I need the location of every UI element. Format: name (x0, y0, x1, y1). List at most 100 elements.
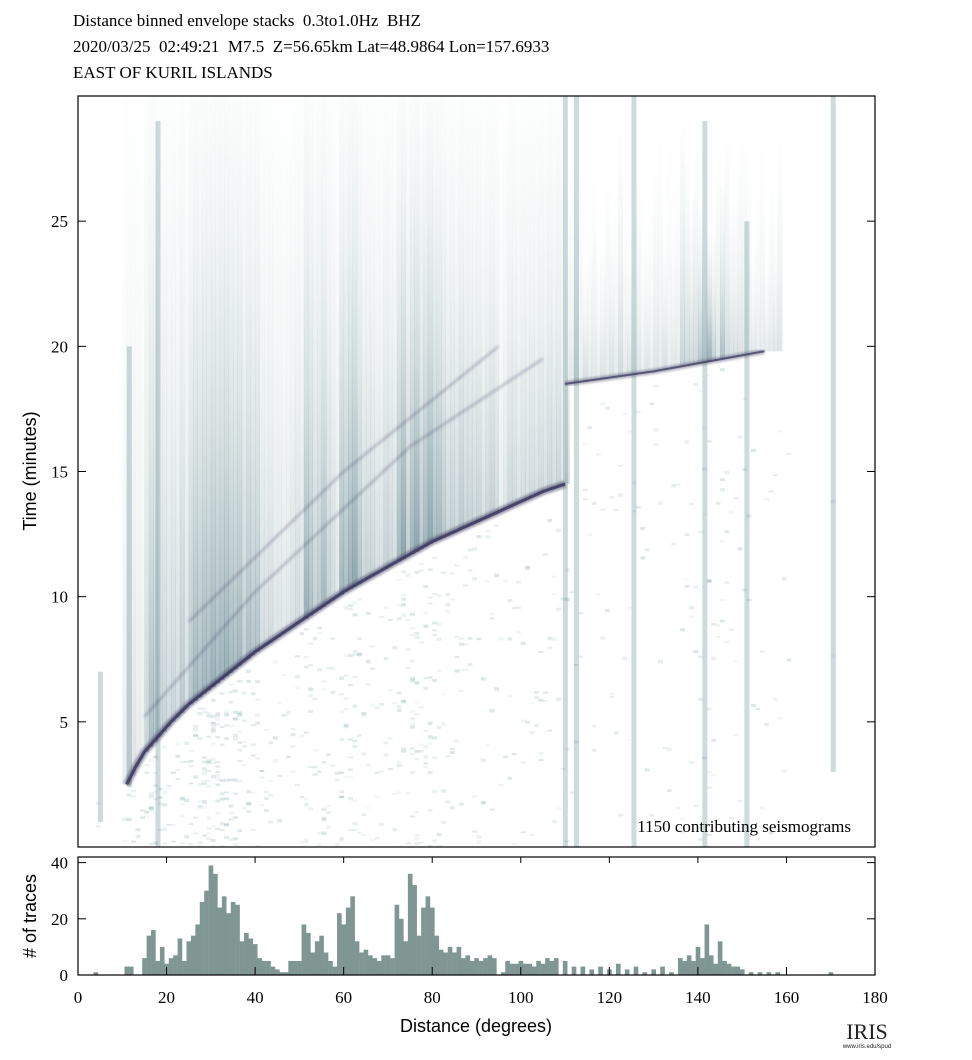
histogram-bar (266, 960, 271, 975)
histogram-bar (726, 963, 732, 975)
histogram-bar (376, 960, 382, 975)
histogram-bar (306, 932, 311, 975)
histogram-bar (235, 904, 240, 975)
histogram-bar (766, 972, 772, 975)
histogram-bar (669, 972, 674, 975)
histogram-bar (394, 904, 400, 975)
histogram-bar (651, 969, 657, 975)
histogram-y-tick-label: 20 (51, 910, 68, 929)
histogram-bar (412, 885, 417, 975)
histogram-x-tick-label: 180 (862, 988, 888, 1007)
histogram-bar (93, 972, 99, 975)
histogram-bar (748, 972, 754, 975)
histogram-bar (452, 952, 457, 975)
histogram-bar (190, 935, 196, 975)
seismogram-count-note: 1150 contributing seismograms (637, 817, 851, 836)
histogram-bar (275, 969, 280, 975)
histogram-bar (323, 952, 329, 975)
histogram-bar (142, 958, 147, 975)
iris-logo: IRIS www.iris.edu/spud (842, 1019, 891, 1050)
histogram-bar (292, 960, 298, 975)
histogram-bar (381, 955, 386, 975)
histogram-frame (77, 856, 876, 976)
histogram-bar (722, 960, 727, 975)
histogram-bar (549, 960, 555, 975)
histogram-bar (509, 963, 515, 975)
histogram-bar (456, 946, 462, 975)
histogram-bar (421, 907, 426, 975)
histogram-bar (562, 960, 568, 975)
histogram-bar (248, 938, 254, 975)
histogram-bar (434, 935, 440, 975)
histogram-bar (483, 958, 488, 975)
histogram-bar (337, 913, 342, 975)
histogram-bar (425, 896, 431, 975)
histogram-bar (492, 958, 497, 975)
heatmap-plot (95, 96, 836, 847)
histogram-bar (345, 907, 351, 975)
first-arrival-front (123, 345, 765, 786)
histogram-bar (354, 941, 360, 975)
histogram-bar (168, 958, 174, 975)
histogram-x-tick-label: 100 (508, 988, 534, 1007)
histogram-bar (221, 896, 227, 975)
histogram-bar (527, 963, 533, 975)
histogram-bar (505, 960, 510, 975)
histogram-bar (478, 960, 484, 975)
histogram-bar (350, 896, 355, 975)
histogram-bar (173, 955, 178, 975)
histogram-bar (363, 949, 369, 975)
histogram-bar (195, 924, 200, 975)
region-name: EAST OF KURIL ISLANDS (73, 63, 273, 82)
event-info: 2020/03/25 02:49:21 M7.5 Z=56.65km Lat=4… (73, 37, 550, 56)
histogram-x-tick-label: 40 (247, 988, 264, 1007)
histogram-bar (341, 924, 347, 975)
histogram-bar (208, 865, 214, 975)
histogram-bar (182, 960, 187, 975)
histogram-bar (372, 958, 378, 975)
histogram-x-axis: 0 20 40 60 80 100 120 140 160 180 (74, 857, 888, 1007)
iris-logo-text: IRIS (846, 1019, 888, 1044)
histogram-bar (403, 941, 409, 975)
heatmap-y-tick-label: 5 (60, 713, 69, 732)
histogram-bar (252, 944, 258, 975)
histogram-bar (553, 958, 559, 975)
histogram-y-tick-label: 0 (60, 966, 69, 985)
histogram-bar (151, 930, 156, 975)
histogram-bars (93, 865, 834, 975)
heatmap-y-tick-label: 15 (51, 463, 68, 482)
histogram-bar (155, 960, 161, 975)
histogram-bar (500, 972, 506, 975)
histogram-bar (270, 966, 276, 975)
histogram-bar (297, 960, 302, 975)
histogram-bar (124, 966, 130, 975)
histogram-bar (545, 958, 550, 975)
iris-logo-url: www.iris.edu/spud (842, 1044, 891, 1050)
histogram-bar (708, 955, 714, 975)
histogram-bar (230, 901, 236, 975)
histogram-bar (735, 966, 741, 975)
histogram-bar (540, 963, 546, 975)
heatmap-y-axis: 5 10 15 20 25 (51, 212, 875, 732)
histogram-bar (217, 907, 223, 975)
histogram-bar (695, 946, 701, 975)
histogram-bar (399, 918, 404, 975)
histogram-bar (239, 941, 245, 975)
histogram-bar (416, 935, 422, 975)
histogram-x-tick-label: 160 (774, 988, 800, 1007)
histogram-x-label: Distance (degrees) (400, 1016, 552, 1036)
heatmap-y-tick-label: 25 (51, 212, 68, 231)
histogram-x-tick-label: 0 (74, 988, 83, 1007)
histogram-bar (310, 952, 316, 975)
histogram-y-label: # of traces (20, 874, 40, 958)
histogram-bar (536, 960, 541, 975)
histogram-bar (279, 972, 285, 975)
histogram-bar (213, 873, 218, 975)
histogram-bar (319, 935, 324, 975)
histogram-bar (828, 972, 834, 975)
heatmap-y-label: Time (minutes) (20, 411, 40, 530)
histogram-bar (571, 966, 577, 975)
histogram-bar (283, 972, 289, 975)
